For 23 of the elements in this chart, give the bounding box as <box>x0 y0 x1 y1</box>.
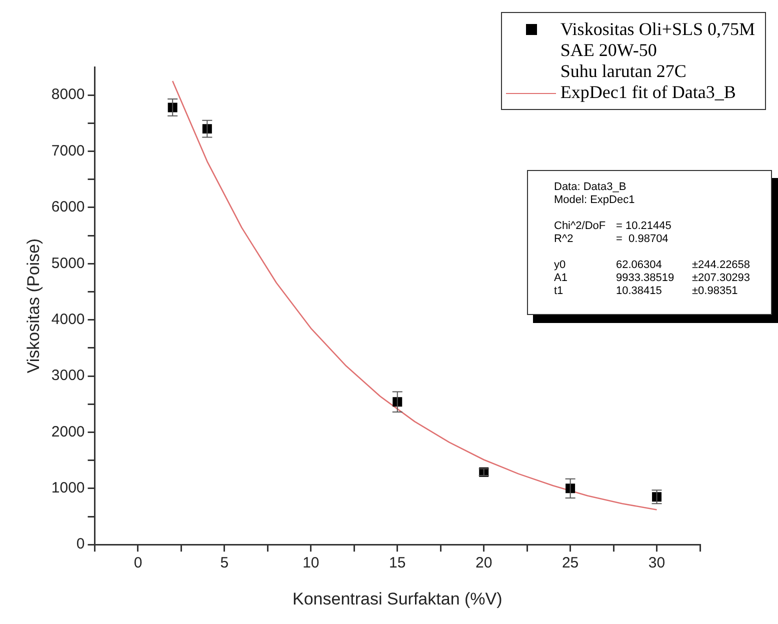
legend-label: Viskositas Oli+SLS 0,75M SAE 20W-50 Suhu larutan 27C <box>560 19 755 82</box>
x-tick-label: 10 <box>302 554 320 572</box>
x-tick-label: 30 <box>648 554 666 572</box>
x-axis-title: Konsentrasi Surfaktan (%V) <box>292 589 502 608</box>
y-tick-label: 1000 <box>51 480 85 497</box>
y-tick-label: 6000 <box>51 198 85 216</box>
annotation: Model: ExpDec1 <box>554 194 635 207</box>
annotation: Data: Data3_B <box>554 181 626 194</box>
annotation: Chi^2/DoF = 10.21445 <box>554 220 672 233</box>
x-tick-label: 25 <box>562 554 579 572</box>
y-tick-label: 8000 <box>51 86 85 104</box>
y-tick-label: 0 <box>76 536 85 553</box>
x-tick-label: 20 <box>476 554 492 572</box>
y-tick-label: 5000 <box>51 254 85 272</box>
x-tick-label: 5 <box>220 554 229 572</box>
legend-label: ExpDec1 fit of Data3_B <box>560 82 736 103</box>
y-axis-title: Viskositas (Poise) <box>24 238 43 374</box>
y-tick-label: 3000 <box>51 367 85 384</box>
x-tick-label: 0 <box>134 554 142 572</box>
y-tick-label: 4000 <box>51 310 85 328</box>
y-tick-label: 2000 <box>51 423 85 440</box>
x-tick-label: 15 <box>389 554 406 572</box>
y-tick-label: 7000 <box>51 142 85 160</box>
